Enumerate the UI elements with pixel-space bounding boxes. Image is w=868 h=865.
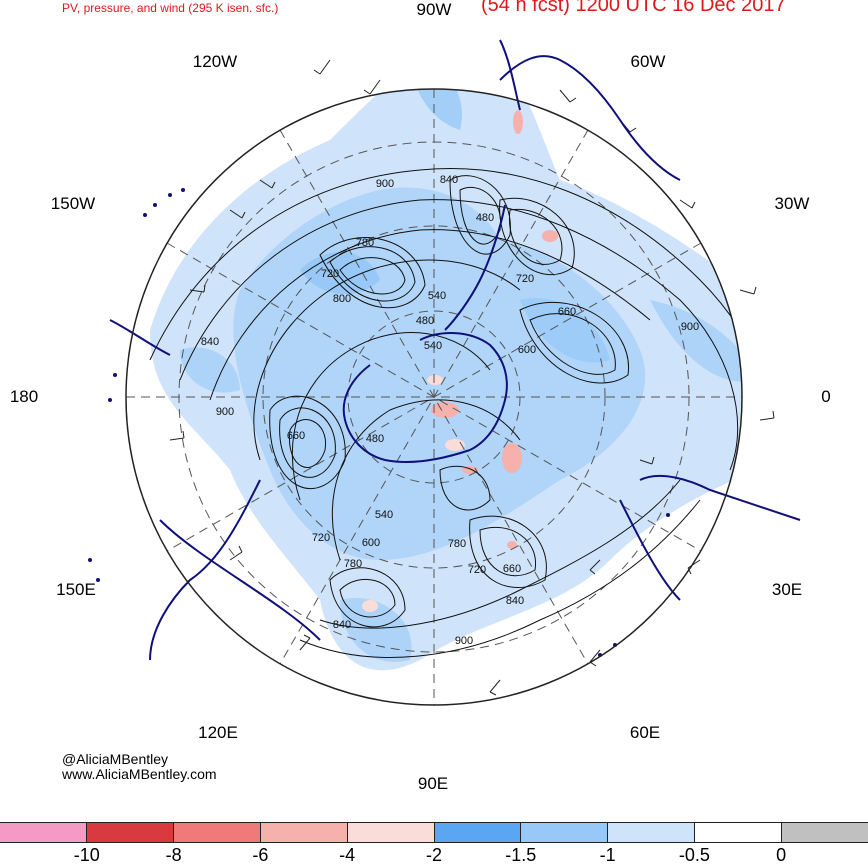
contour-label: 660: [287, 430, 305, 442]
colorbar-tick-label: -4: [339, 845, 356, 865]
lon-label-120e: 120E: [198, 723, 238, 742]
colorbar-swatch: [434, 823, 522, 842]
graticule: [126, 89, 742, 705]
lon-label-30w: 30W: [774, 194, 810, 213]
contour-label: 480: [416, 315, 434, 327]
lon-label-30e: 30E: [771, 580, 803, 599]
contour-label: 720: [468, 564, 486, 576]
contour-label: 780: [344, 558, 362, 570]
contour-label: 720: [321, 268, 339, 280]
colorbar-tick-label: -0.5: [678, 845, 710, 865]
colorbar-swatch: [521, 823, 609, 842]
lon-label-90w: 90W: [416, 0, 452, 19]
contour-label: 900: [455, 635, 473, 647]
wind-barbs: [169, 59, 775, 696]
colorbar-swatch: [695, 823, 783, 842]
lon-label-150e: 150E: [56, 580, 96, 599]
colorbar-tick-label: -8: [165, 845, 182, 865]
colorbar-swatch: [173, 823, 261, 842]
lon-label-120w: 120W: [192, 52, 238, 71]
lon-label-60w: 60W: [630, 52, 666, 71]
lon-label-90e: 90E: [417, 774, 449, 793]
contour-label: 660: [503, 563, 521, 575]
contour-label: 720: [516, 273, 534, 285]
map-subtitle: PV, pressure, and wind (295 K isen. sfc.…: [62, 1, 279, 15]
pv-colorbar: [0, 822, 868, 843]
contour-label: 800: [333, 293, 351, 305]
forecast-time-title: (54 h fcst) 1200 UTC 16 Dec 2017: [481, 0, 786, 16]
map-boundary: [125, 88, 743, 706]
contour-label: 480: [366, 433, 384, 445]
colorbar-swatch: [86, 823, 174, 842]
contour-label: 480: [476, 212, 494, 224]
colorbar-tick-label: 0: [776, 845, 787, 865]
contour-label: 540: [375, 509, 393, 521]
lon-label-180: 180: [9, 387, 39, 406]
colorbar-tick-label: -6: [252, 845, 269, 865]
contour-label: 900: [376, 178, 394, 190]
colorbar-swatch: [260, 823, 348, 842]
contour-label-group: 900 840 780 720 800 840 540 480 540 720 …: [201, 174, 699, 647]
lon-label-60e: 60E: [629, 723, 661, 742]
contour-label: 780: [448, 538, 466, 550]
colorbar-swatch: [608, 823, 696, 842]
contour-label: 840: [440, 174, 458, 186]
pressure-contours: [149, 168, 742, 658]
contour-label: 780: [356, 237, 374, 249]
contour-label: 720: [312, 532, 330, 544]
contour-label: 900: [681, 321, 699, 333]
contour-label: 840: [506, 595, 524, 607]
colorbar-swatch: [782, 823, 868, 842]
author-handle: @AliciaMBentley: [62, 751, 169, 767]
contour-label: 840: [201, 336, 219, 348]
contour-label: 540: [428, 290, 446, 302]
colorbar-tick-label: -10: [73, 845, 100, 865]
contour-label: 600: [518, 344, 536, 356]
colorbar-tick-label: -1.5: [505, 845, 537, 865]
contour-label: 660: [558, 306, 576, 318]
colorbar-swatch: [0, 823, 87, 842]
lon-label-0: 0: [821, 387, 831, 406]
contour-label: 900: [216, 406, 234, 418]
contour-label: 540: [424, 340, 442, 352]
lon-label-150w: 150W: [50, 194, 96, 213]
colorbar-swatch: [347, 823, 435, 842]
author-website: www.AliciaMBentley.com: [62, 766, 217, 782]
contour-label: 600: [362, 537, 380, 549]
colorbar-tick-label: -2: [425, 845, 443, 865]
coastlines: [109, 39, 801, 661]
colorbar-tick-label: -1: [599, 845, 616, 865]
contour-label: 840: [333, 619, 351, 631]
